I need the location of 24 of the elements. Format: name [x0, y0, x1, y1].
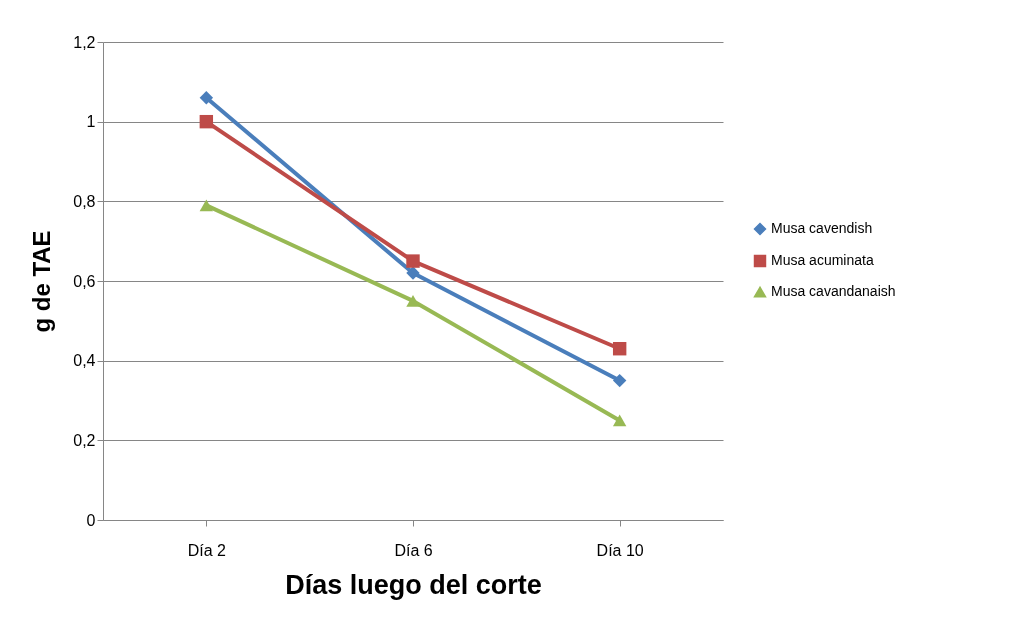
point: [199, 91, 214, 105]
y-tick-label: 1,2: [73, 33, 96, 51]
legend-label: Musa acuminata: [771, 252, 874, 268]
x-tick-label: Día 2: [187, 541, 227, 559]
x-tick-label: Día 10: [596, 541, 644, 559]
point: [612, 342, 627, 356]
point: [406, 295, 420, 307]
y-tick-label: 0,2: [73, 431, 96, 449]
point: [199, 199, 214, 212]
legend-label: Musa cavandanaish: [771, 283, 896, 299]
y-tick-label: 0,6: [73, 272, 96, 290]
point: [406, 254, 420, 268]
x-tick-label: Día 6: [394, 541, 433, 559]
y-tick-label: 0: [86, 511, 96, 529]
legend-label: Musa cavendish: [771, 220, 873, 236]
point: [612, 414, 627, 427]
y-tick-label: 1: [86, 113, 96, 131]
point: [199, 114, 214, 129]
y-tick-label: 0,4: [73, 352, 96, 370]
y-axis-title: g de TAE: [28, 230, 56, 333]
y-tick-label: 0,8: [73, 192, 96, 210]
x-axis-title: Días luego del corte: [285, 569, 542, 600]
point: [406, 266, 420, 280]
point: [612, 373, 627, 388]
